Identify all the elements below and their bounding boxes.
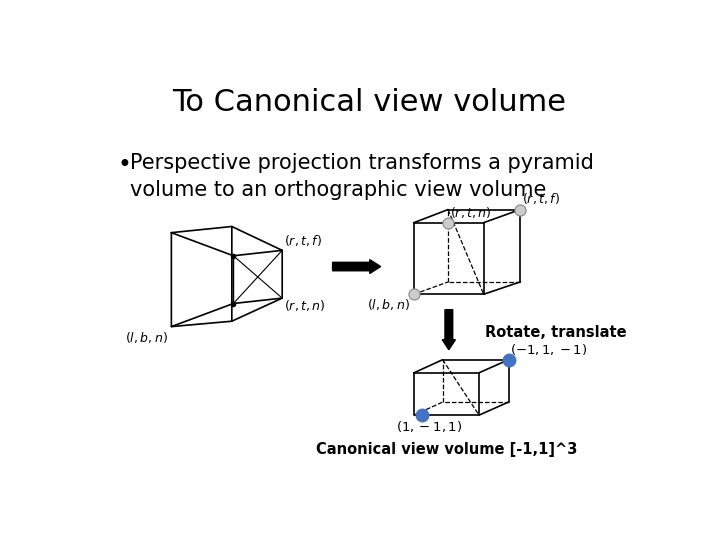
Text: $(l,b,n)$: $(l,b,n)$ (367, 298, 410, 312)
Text: To Canonical view volume: To Canonical view volume (172, 88, 566, 117)
FancyArrow shape (333, 260, 381, 273)
Text: •: • (117, 153, 131, 177)
Text: Rotate, translate: Rotate, translate (485, 325, 627, 340)
Text: $(r,t,f)$: $(r,t,f)$ (284, 233, 322, 248)
Text: $(r,t,n)$: $(r,t,n)$ (284, 298, 325, 313)
Text: $(l,b,n)$: $(l,b,n)$ (125, 330, 168, 345)
Text: $(r,t,f)$: $(r,t,f)$ (522, 192, 559, 206)
Text: $(r,t,n)$: $(r,t,n)$ (449, 205, 491, 220)
FancyArrow shape (442, 309, 456, 350)
Text: Perspective projection transforms a pyramid
volume to an orthographic view volum: Perspective projection transforms a pyra… (130, 153, 594, 200)
Text: Canonical view volume [-1,1]^3: Canonical view volume [-1,1]^3 (316, 442, 577, 457)
Text: $(1, -1, 1)$: $(1, -1, 1)$ (396, 419, 462, 434)
Text: $(-1, 1, -1)$: $(-1, 1, -1)$ (510, 342, 588, 356)
